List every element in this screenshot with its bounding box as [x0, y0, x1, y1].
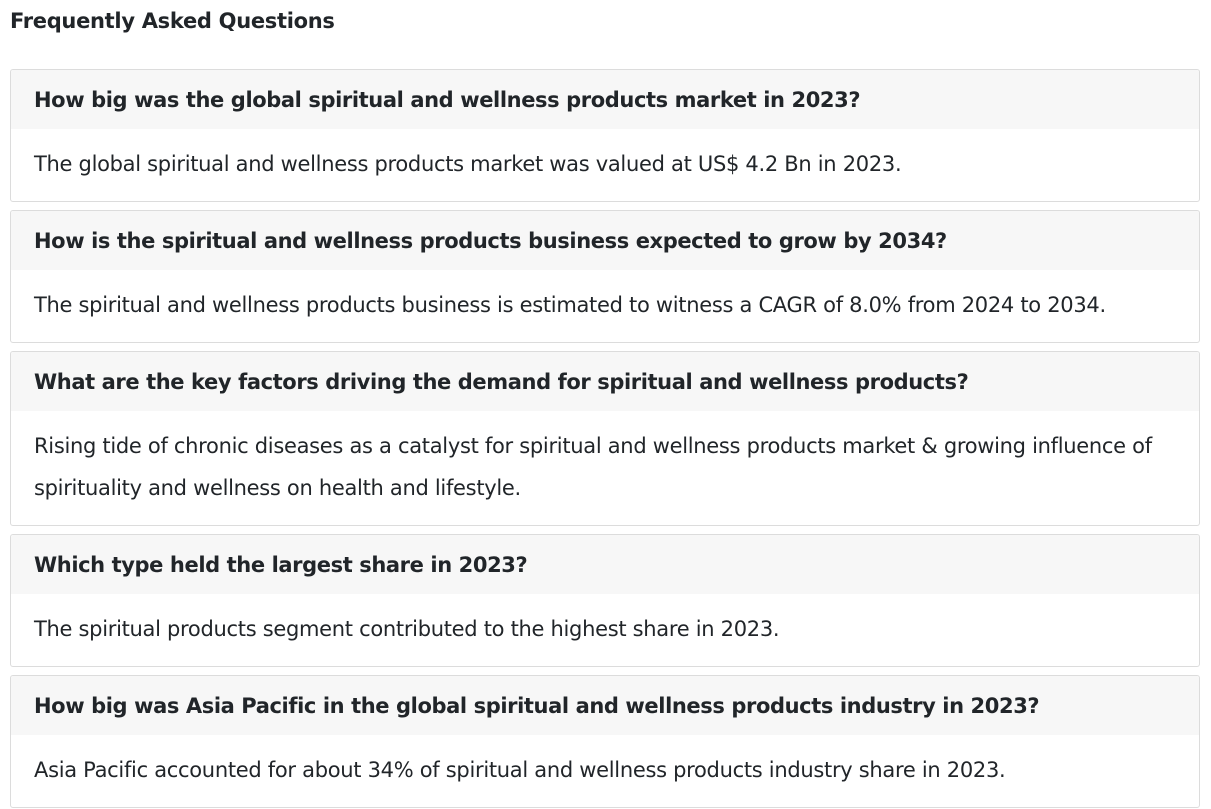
faq-question[interactable]: How big was Asia Pacific in the global s…: [11, 676, 1199, 735]
faq-item: How big was Asia Pacific in the global s…: [10, 675, 1200, 808]
faq-answer: The spiritual and wellness products busi…: [34, 293, 1106, 317]
faq-item: What are the key factors driving the dem…: [10, 351, 1200, 526]
faq-question[interactable]: How is the spiritual and wellness produc…: [11, 211, 1199, 270]
faq-answer: The spiritual products segment contribut…: [34, 617, 780, 641]
faq-question[interactable]: Which type held the largest share in 202…: [11, 535, 1199, 594]
faq-question[interactable]: What are the key factors driving the dem…: [11, 352, 1199, 411]
faq-answer: Asia Pacific accounted for about 34% of …: [34, 758, 1006, 782]
faq-item: How big was the global spiritual and wel…: [10, 69, 1200, 202]
faq-section-title: Frequently Asked Questions: [10, 9, 335, 33]
faq-item: Which type held the largest share in 202…: [10, 534, 1200, 667]
faq-answer: Rising tide of chronic diseases as a cat…: [34, 434, 1152, 500]
faq-item: How is the spiritual and wellness produc…: [10, 210, 1200, 343]
faq-answer: The global spiritual and wellness produc…: [34, 152, 902, 176]
faq-list: How big was the global spiritual and wel…: [10, 69, 1200, 809]
faq-question[interactable]: How big was the global spiritual and wel…: [11, 70, 1199, 129]
